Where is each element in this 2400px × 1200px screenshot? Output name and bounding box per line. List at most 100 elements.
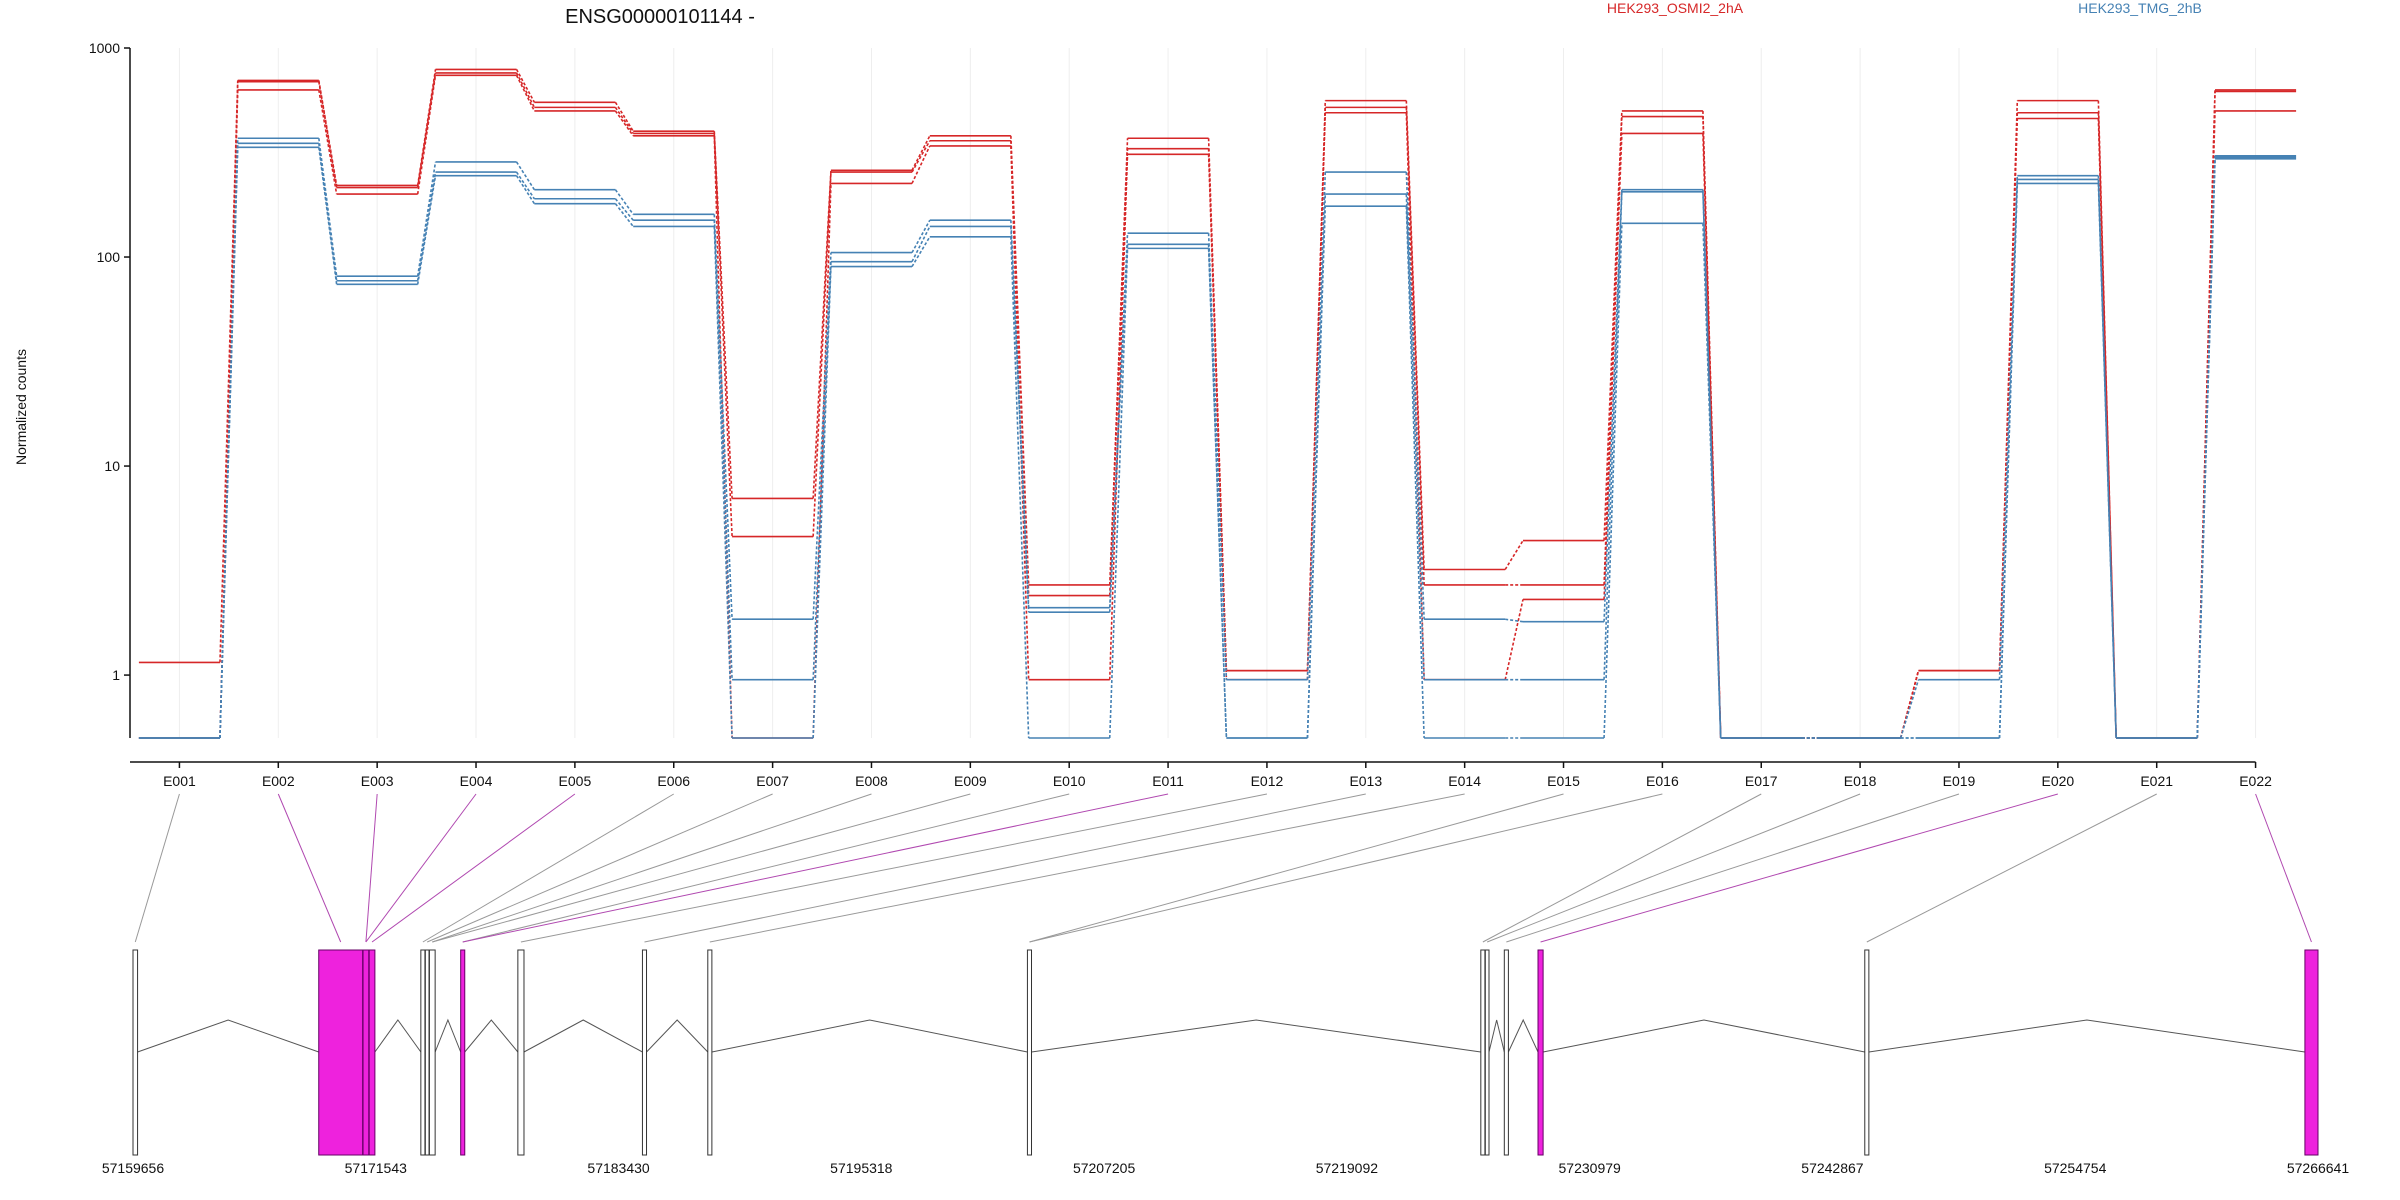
- x-tick-label: E012: [1251, 773, 1284, 789]
- genomic-coordinate-label: 57207205: [1073, 1160, 1136, 1176]
- exon-box: [368, 949, 376, 1156]
- series-layer: [138, 68, 2297, 739]
- exon-link-line: [1486, 793, 1861, 943]
- exon-link-line: [1029, 793, 1663, 943]
- exon-connector: [911, 140, 931, 173]
- x-tick-label: E011: [1152, 773, 1184, 789]
- x-tick-label: E016: [1646, 773, 1679, 789]
- intron-line: [646, 1019, 709, 1053]
- exon-box: [318, 949, 364, 1156]
- intron-line: [1507, 1018, 1539, 1053]
- exon-connector: [713, 226, 733, 739]
- exon-link-line: [365, 793, 378, 943]
- x-tick-label: E009: [954, 773, 987, 789]
- x-tick-label: E005: [559, 773, 592, 789]
- exon-link-line: [1506, 793, 1960, 943]
- exon-link-line: [2255, 793, 2312, 943]
- exon-connector: [1108, 248, 1129, 739]
- x-tick-label: E004: [460, 773, 493, 789]
- exon-link-line: [462, 793, 1070, 943]
- exon-connector: [1603, 133, 1623, 600]
- exon-connector: [1505, 618, 1524, 623]
- exon-connector: [614, 106, 634, 134]
- exon-connector: [614, 203, 634, 227]
- exon-box: [460, 949, 466, 1156]
- y-tick-label: 10: [104, 458, 120, 474]
- exon-link-line: [432, 793, 872, 943]
- genomic-coordinate-label: 57254754: [2044, 1160, 2107, 1176]
- exon-box: [517, 949, 525, 1156]
- y-tick-label: 1: [112, 667, 120, 683]
- exon-connector: [1108, 244, 1129, 613]
- exon-link-layer: [134, 793, 2312, 943]
- exon-connector: [911, 219, 931, 253]
- intron-line: [434, 1018, 462, 1053]
- exon-link-line: [520, 793, 1268, 943]
- series-osmi2-replicate-3: [138, 74, 2297, 739]
- x-tick-label: E002: [262, 773, 295, 789]
- intron-line: [137, 1019, 319, 1053]
- exon-box: [362, 949, 370, 1156]
- exon-connector: [614, 110, 634, 137]
- exon-connector: [713, 214, 733, 620]
- axes: 1000 100 10 1 E001 E002 E003 E004 E005 E006 E007 E0…: [89, 40, 2272, 789]
- genomic-coordinate-label: 57266641: [2287, 1160, 2350, 1176]
- exon-connector: [2196, 110, 2216, 739]
- exon-box: [424, 949, 430, 1156]
- intron-line: [464, 1019, 519, 1053]
- x-tick-label: E007: [756, 773, 789, 789]
- exon-connector: [318, 147, 338, 285]
- x-tick-label: E014: [1448, 773, 1481, 789]
- exon-connector: [219, 147, 239, 739]
- exon-link-line: [1540, 793, 2058, 943]
- x-tick-label: E022: [2239, 773, 2272, 789]
- exon-connector: [911, 236, 931, 268]
- exon-connector: [1207, 233, 1228, 680]
- exon-connector: [515, 69, 536, 103]
- exon-connector: [2097, 183, 2117, 739]
- exon-connector: [1504, 540, 1524, 570]
- exon-connector: [1702, 191, 1722, 739]
- exon-connector: [713, 131, 733, 499]
- exon-connector: [318, 89, 338, 195]
- exon-connector: [1010, 226, 1030, 613]
- exon-box: [641, 949, 648, 1156]
- y-tick-label: 1000: [89, 40, 120, 56]
- exon-connector: [1405, 172, 1425, 620]
- legend-entry-osmi2: HEK293_OSMI2_2hA: [1607, 0, 1744, 16]
- x-tick-label: E021: [2140, 773, 2173, 789]
- exon-connector: [1405, 100, 1425, 570]
- exon-connector: [416, 72, 437, 188]
- series-tmg-replicate-3: [138, 146, 2297, 739]
- exon-connector: [812, 266, 832, 739]
- chart-title: ENSG00000101144 -: [565, 6, 755, 28]
- exon-connector: [1702, 189, 1722, 739]
- exon-connector: [1899, 679, 1920, 739]
- exon-connector: [713, 133, 733, 537]
- exon-connector: [515, 171, 536, 200]
- intron-line: [374, 1019, 422, 1053]
- exon-connector: [1010, 140, 1030, 596]
- exon-connector: [1603, 189, 1623, 622]
- exon-connector: [416, 161, 437, 277]
- intron-line: [1543, 1019, 1865, 1053]
- exon-link-line: [371, 793, 576, 943]
- exon-connector: [416, 175, 437, 285]
- exon-connector: [1998, 183, 2019, 739]
- exon-connector: [614, 189, 634, 215]
- exon-box: [1026, 949, 1033, 1156]
- exon-connector: [1207, 154, 1228, 680]
- exon-connector: [2196, 158, 2216, 739]
- x-tick-label: E017: [1745, 773, 1778, 789]
- intron-line: [711, 1019, 1028, 1053]
- exon-box: [707, 949, 713, 1156]
- intron-line: [523, 1019, 643, 1053]
- exon-connector: [515, 175, 536, 205]
- exon-connector: [812, 172, 832, 537]
- exon-connector: [1108, 138, 1129, 585]
- exon-box: [420, 949, 426, 1156]
- x-tick-label: E001: [163, 773, 196, 789]
- exon-link-line: [134, 793, 180, 943]
- x-tick-label: E015: [1547, 773, 1580, 789]
- legend-entry-tmg: HEK293_TMG_2hB: [2078, 0, 2202, 16]
